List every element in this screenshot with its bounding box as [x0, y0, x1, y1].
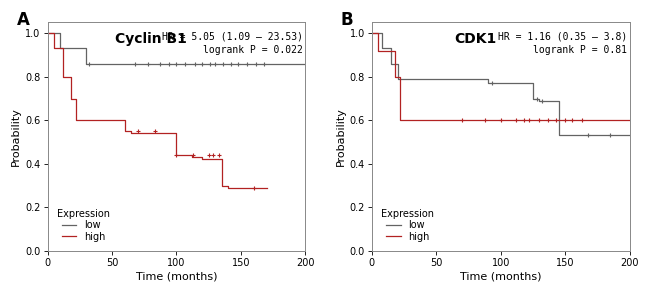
Text: CDK1: CDK1	[454, 32, 496, 45]
X-axis label: Time (months): Time (months)	[136, 272, 217, 282]
Y-axis label: Probability: Probability	[11, 107, 21, 166]
X-axis label: Time (months): Time (months)	[460, 272, 541, 282]
Legend: low, high: low, high	[55, 207, 112, 244]
Text: A: A	[17, 11, 29, 29]
Text: Cyclin B1: Cyclin B1	[115, 32, 187, 45]
Text: B: B	[341, 11, 354, 29]
Y-axis label: Probability: Probability	[335, 107, 345, 166]
Legend: low, high: low, high	[380, 207, 436, 244]
Text: HR = 1.16 (0.35 – 3.8)
logrank P = 0.81: HR = 1.16 (0.35 – 3.8) logrank P = 0.81	[498, 32, 627, 55]
Text: HR = 5.05 (1.09 – 23.53)
logrank P = 0.022: HR = 5.05 (1.09 – 23.53) logrank P = 0.0…	[162, 32, 303, 55]
